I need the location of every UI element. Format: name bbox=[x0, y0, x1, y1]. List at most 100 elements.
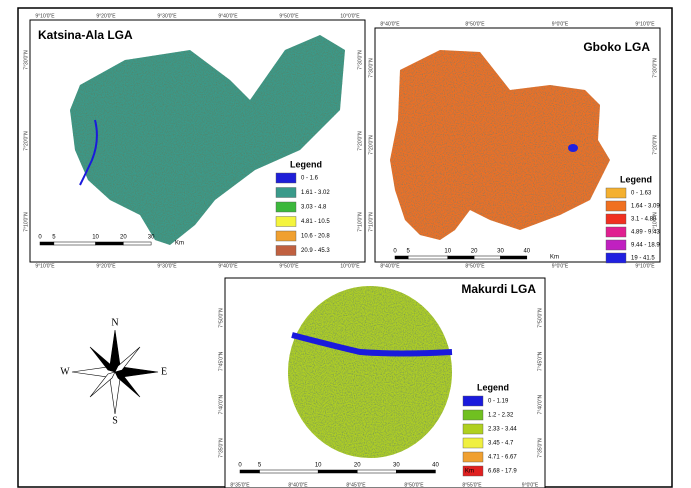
panel-title: Makurdi LGA bbox=[461, 282, 536, 296]
scale-bar-segment bbox=[474, 256, 500, 259]
legend-title: Legend bbox=[620, 174, 652, 184]
scale-label: 30 bbox=[393, 463, 400, 469]
coord-label: 9°30'0"E bbox=[157, 263, 177, 269]
legend-label: 1.64 - 3.09 bbox=[631, 204, 660, 210]
coord-label: 7°10'0"N bbox=[652, 212, 658, 232]
coord-label: 8°40'0"E bbox=[380, 263, 400, 269]
coord-label: 7°30'0"N bbox=[652, 58, 658, 78]
legend-swatch bbox=[606, 253, 626, 263]
coord-label: 7°20'0"N bbox=[23, 131, 29, 151]
scale-bar-segment bbox=[318, 470, 357, 473]
scale-bar-segment bbox=[123, 242, 151, 245]
coord-label: 9°10'0"E bbox=[35, 263, 55, 269]
coord-label: 7°30'0"N bbox=[368, 58, 374, 78]
compass-n: N bbox=[111, 317, 118, 328]
scale-label: Km bbox=[175, 241, 184, 247]
legend-swatch bbox=[606, 240, 626, 250]
legend-label: 0 - 1.19 bbox=[488, 399, 509, 405]
coord-label: 7°50'0"N bbox=[218, 308, 224, 328]
legend-swatch bbox=[276, 217, 296, 227]
legend-swatch bbox=[606, 188, 626, 198]
scale-label: Km bbox=[550, 255, 559, 261]
coord-label: 7°10'0"N bbox=[23, 212, 29, 232]
scale-label: 10 bbox=[92, 235, 99, 241]
legend-swatch bbox=[276, 246, 296, 256]
compass-s: S bbox=[112, 415, 118, 426]
coord-label: 9°40'0"E bbox=[218, 13, 238, 19]
scale-bar-segment bbox=[357, 470, 396, 473]
coord-label: 10°0'0"E bbox=[340, 263, 360, 269]
legend-swatch bbox=[463, 452, 483, 462]
coord-label: 7°45'0"N bbox=[537, 351, 543, 371]
scale-label: 20 bbox=[120, 235, 127, 241]
coord-label: 9°20'0"E bbox=[96, 13, 116, 19]
coord-label: 9°20'0"E bbox=[96, 263, 116, 269]
scale-bar-segment bbox=[54, 242, 96, 245]
legend-swatch bbox=[276, 202, 296, 212]
scale-bar-segment bbox=[395, 256, 408, 259]
compass-w: W bbox=[60, 366, 70, 377]
coord-label: 8°40'0"E bbox=[380, 21, 400, 27]
coord-label: 9°0'0"E bbox=[552, 21, 569, 27]
coord-label: 8°55'0"E bbox=[462, 482, 482, 488]
figure: N S W E Katsina-Ala LGALegend0 - 1.61.61… bbox=[0, 0, 691, 488]
coord-label: 9°40'0"E bbox=[218, 263, 238, 269]
legend-label: 20.9 - 45.3 bbox=[301, 248, 330, 254]
legend-label: 9.44 - 18.9 bbox=[631, 243, 660, 249]
scale-bar-segment bbox=[448, 256, 474, 259]
legend-label: 4.81 - 10.5 bbox=[301, 219, 330, 225]
coord-label: 8°50'0"E bbox=[404, 482, 424, 488]
coord-label: 7°30'0"N bbox=[357, 50, 363, 70]
legend-label: 19 - 41.5 bbox=[631, 256, 655, 262]
coord-label: 8°45'0"E bbox=[346, 482, 366, 488]
legend-label: 10.6 - 20.8 bbox=[301, 234, 330, 240]
scale-label: 40 bbox=[432, 463, 439, 469]
coord-label: 7°40'0"N bbox=[218, 395, 224, 415]
coord-label: 10°0'0"E bbox=[340, 13, 360, 19]
coord-label: 9°10'0"E bbox=[635, 21, 655, 27]
scale-label: 40 bbox=[523, 249, 530, 255]
coord-label: 7°50'0"N bbox=[537, 308, 543, 328]
legend-swatch bbox=[276, 188, 296, 198]
coord-label: 9°0'0"E bbox=[522, 482, 539, 488]
coord-label: 7°35'0"N bbox=[537, 438, 543, 458]
coord-label: 7°40'0"N bbox=[537, 395, 543, 415]
scale-bar-segment bbox=[500, 256, 526, 259]
coord-label: 7°35'0"N bbox=[218, 438, 224, 458]
coord-label: 9°10'0"E bbox=[35, 13, 55, 19]
legend-swatch bbox=[276, 173, 296, 183]
scale-bar-segment bbox=[96, 242, 124, 245]
legend-label: 2.33 - 3.44 bbox=[488, 427, 517, 433]
water-body bbox=[568, 144, 578, 152]
legend-swatch bbox=[463, 424, 483, 434]
compass-e: E bbox=[161, 366, 167, 377]
scale-bar-segment bbox=[408, 256, 448, 259]
scale-label: 30 bbox=[148, 235, 155, 241]
legend-label: 0 - 1.63 bbox=[631, 191, 652, 197]
map-area bbox=[288, 286, 452, 458]
scale-bar-segment bbox=[260, 470, 319, 473]
panel-title: Gboko LGA bbox=[583, 40, 650, 54]
legend-swatch bbox=[463, 410, 483, 420]
coord-label: 7°10'0"N bbox=[357, 212, 363, 232]
legend-label: 3.03 - 4.8 bbox=[301, 205, 327, 211]
coord-label: 7°20'0"N bbox=[368, 135, 374, 155]
scale-label: 20 bbox=[471, 249, 478, 255]
legend-title: Legend bbox=[477, 382, 509, 392]
legend-swatch bbox=[276, 231, 296, 241]
coord-label: 9°30'0"E bbox=[157, 13, 177, 19]
coord-label: 9°10'0"E bbox=[635, 263, 655, 269]
legend-label: 3.45 - 4.7 bbox=[488, 441, 514, 447]
coord-label: 8°35'0"E bbox=[230, 482, 250, 488]
legend-label: 1.61 - 3.02 bbox=[301, 190, 330, 196]
panel-title: Katsina-Ala LGA bbox=[38, 28, 133, 42]
coord-label: 7°30'0"N bbox=[23, 50, 29, 70]
scale-label: Km bbox=[465, 469, 474, 475]
scale-bar-segment bbox=[40, 242, 54, 245]
coord-label: 8°50'0"E bbox=[465, 21, 485, 27]
legend-label: 6.68 - 17.9 bbox=[488, 469, 517, 475]
coord-label: 8°50'0"E bbox=[465, 263, 485, 269]
legend-label: 4.71 - 6.67 bbox=[488, 455, 517, 461]
coord-label: 7°10'0"N bbox=[368, 212, 374, 232]
legend-swatch bbox=[606, 227, 626, 237]
